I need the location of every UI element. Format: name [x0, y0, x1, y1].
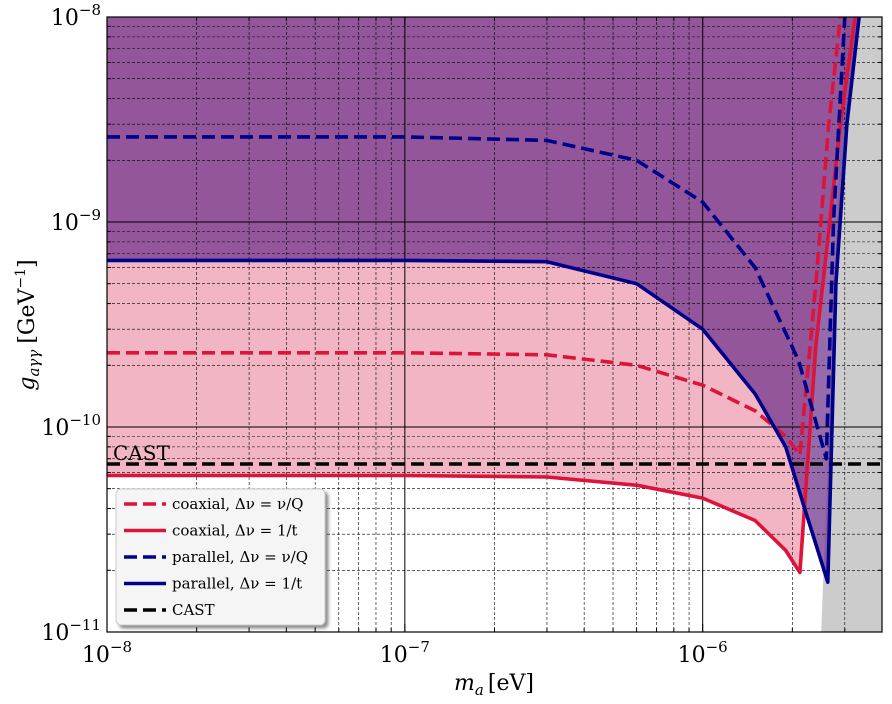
- parallel-exclusion-fill: [107, 17, 882, 583]
- x-tick-label: 10−7: [380, 638, 430, 668]
- legend-label: parallel, Δν = ν/Q: [172, 548, 308, 566]
- y-tick-label: 10−11: [41, 616, 101, 646]
- legend-box: [115, 488, 326, 626]
- legend-label: CAST: [172, 601, 215, 619]
- x-tick-label: 10−6: [678, 638, 728, 668]
- legend-label: parallel, Δν = 1/t: [172, 575, 302, 593]
- y-axis-title: gaγγ[GeV−1]: [13, 259, 43, 390]
- coaxial-nuQ-curve: [107, 17, 843, 457]
- coaxial-1t-curve: [107, 17, 857, 575]
- axis-ticks: 10−8 10−7 10−6 10−11 10−10 10−9 10−8: [41, 1, 883, 668]
- y-tick-label: 10−9: [51, 206, 101, 236]
- x-axis-title: ma [eV]: [454, 671, 534, 699]
- parallel-1t-curve: [107, 17, 861, 584]
- legend-label: coaxial, Δν = 1/t: [172, 522, 298, 540]
- y-tick-label: 10−8: [51, 1, 101, 31]
- y-tick-label: 10−10: [41, 411, 101, 441]
- legend: coaxial, Δν = ν/Q coaxial, Δν = 1/t parall…: [115, 488, 326, 626]
- excluded-region: [821, 17, 882, 632]
- parallel-nuQ-curve: [107, 17, 847, 461]
- curves: [107, 17, 882, 584]
- legend-label: coaxial, Δν = ν/Q: [172, 495, 303, 513]
- x-tick-label: 10−8: [82, 638, 132, 668]
- cast-annotation: CAST: [113, 441, 170, 465]
